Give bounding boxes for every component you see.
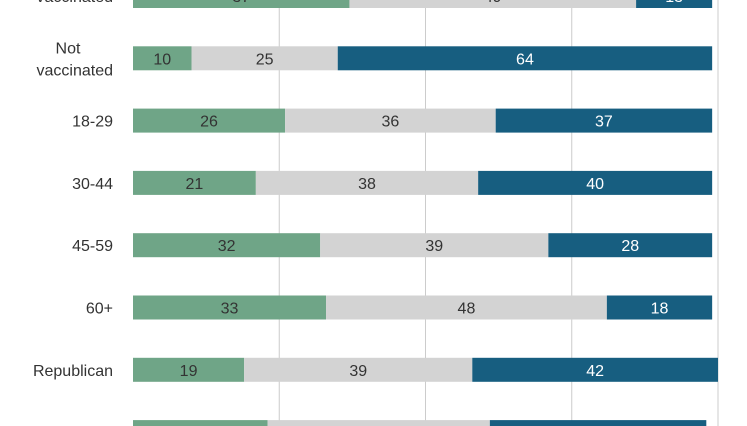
data-label: 33 [221, 301, 239, 318]
bar-segment [133, 108, 286, 133]
data-label: 42 [586, 363, 604, 380]
bar-segment [133, 295, 327, 320]
data-label: 25 [256, 51, 274, 68]
bar-segment [337, 46, 713, 71]
data-label: 28 [621, 238, 639, 255]
bar-segment [636, 0, 713, 8]
bar-segment [267, 420, 490, 426]
data-label: 21 [186, 176, 204, 193]
bar-segment [606, 295, 713, 320]
bar-segment [133, 0, 350, 8]
bar-segment [133, 46, 192, 71]
data-label: 40 [586, 176, 604, 193]
data-label: 39 [425, 238, 443, 255]
data-label: 38 [358, 176, 376, 193]
data-label: 26 [200, 114, 218, 131]
bar-segment [472, 357, 718, 382]
data-label: 19 [180, 363, 198, 380]
category-label: Vaccinated [35, 0, 113, 6]
bar-segment [349, 0, 637, 8]
bar-segment [133, 170, 256, 195]
bar-segment [495, 108, 713, 133]
bar-segment [489, 420, 707, 426]
bars: 37 49 13 10 25 64 26 36 37 21 38 40 32 39 28 33 48 18 19 39… [133, 0, 718, 426]
category-label: 60+ [86, 301, 113, 318]
data-label: 36 [382, 114, 400, 131]
data-label: 39 [349, 363, 367, 380]
bar-segment [326, 295, 607, 320]
bar-segment [133, 357, 245, 382]
data-label: 48 [458, 301, 476, 318]
data-label: 64 [516, 51, 534, 68]
bar-segment [255, 170, 479, 195]
data-label: 32 [218, 238, 236, 255]
data-label: 37 [595, 114, 613, 131]
bar-segment [244, 357, 473, 382]
bar-segment [320, 233, 549, 258]
data-label: 13 [665, 0, 683, 6]
data-label: 10 [153, 51, 171, 68]
bar-segment [548, 233, 713, 258]
bar-segment [285, 108, 496, 133]
bar-segment [478, 170, 713, 195]
gridlines [278, 0, 719, 426]
category-label: 30-44 [72, 176, 113, 193]
data-label: 37 [232, 0, 250, 6]
bar-segment [133, 420, 268, 426]
data-label: 18 [651, 301, 669, 318]
category-label: Republican [33, 363, 113, 380]
bar-segment [191, 46, 338, 71]
category-label: 45-59 [72, 238, 113, 255]
category-label: Not vaccinated [37, 40, 114, 79]
category-label: 18-29 [72, 114, 113, 131]
data-label: 49 [484, 0, 502, 6]
bar-segment [133, 233, 321, 258]
